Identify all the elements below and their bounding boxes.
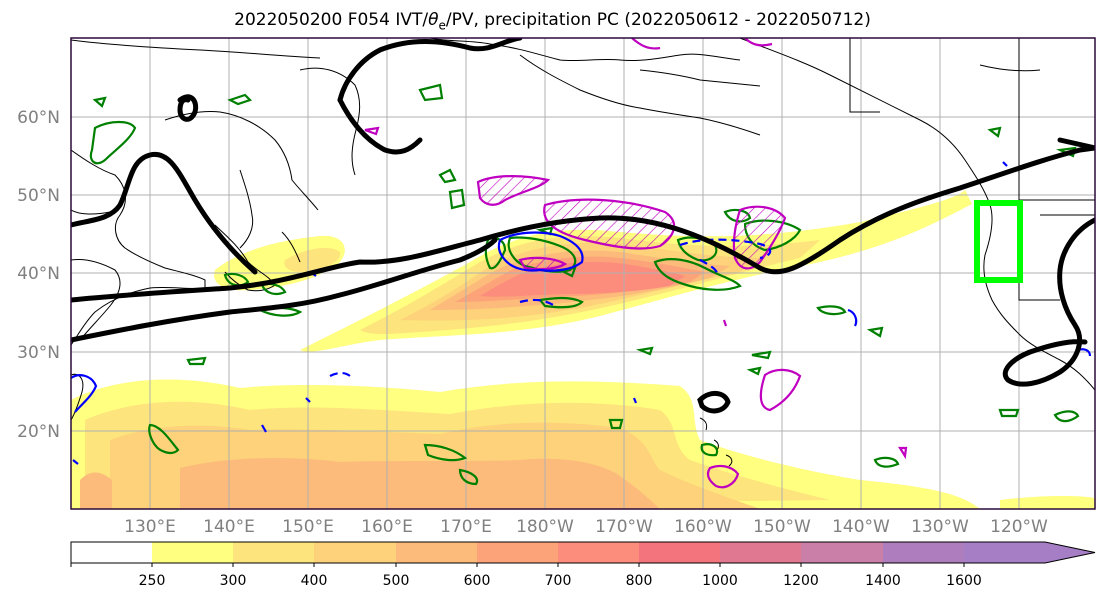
colorbar-tick-label: 1400 (865, 573, 901, 589)
lon-label: 140°E (203, 517, 255, 537)
colorbar-segment (314, 542, 396, 563)
jet-contours (71, 38, 1095, 414)
colorbar-tick-label: 800 (626, 573, 653, 589)
map-title: 2022050200 F054 IVT/θe/PV, precipitation… (234, 10, 871, 33)
lon-label: 150°E (282, 517, 334, 537)
colorbar-tick-label: 400 (301, 573, 328, 589)
lon-label: 170°E (440, 517, 492, 537)
colorbar-tick-label: 1600 (946, 573, 982, 589)
lat-label-40n: 40°N (17, 264, 60, 284)
colorbar-tick-label: 500 (383, 573, 410, 589)
colorbar-extension-arrow (964, 542, 1095, 563)
longitude-labels: 130°E 140°E 150°E 160°E 170°E 180°W 170°… (124, 517, 1048, 537)
pv-positive-contours (364, 38, 908, 489)
colorbar-segment (477, 542, 558, 563)
map-area (71, 38, 1095, 509)
lon-label: 120°W (990, 517, 1048, 537)
colorbar-tick-label: 1200 (783, 573, 819, 589)
lon-label: 160°W (674, 517, 732, 537)
colorbar-segment (233, 542, 314, 563)
colorbar-tick-label: 1000 (702, 573, 738, 589)
lon-label: 180°W (516, 517, 574, 537)
colorbar-segment (639, 542, 720, 563)
colorbar-segment (396, 542, 477, 563)
lon-label: 130°E (124, 517, 176, 537)
lon-label: 160°E (361, 517, 413, 537)
target-region-box (974, 200, 1023, 283)
colorbar-tick-label: 250 (139, 573, 166, 589)
colorbar-segment (152, 542, 233, 563)
colorbar-segment (883, 542, 964, 563)
map-frame (70, 37, 1096, 510)
latitude-labels: 60°N 50°N 40°N 30°N 20°N (17, 108, 60, 442)
colorbar: 250 300 400 500 600 700 800 1000 1200 14… (70, 541, 1096, 589)
colorbar-outline (70, 541, 1096, 564)
graticule (71, 38, 1095, 509)
lat-label-50n: 50°N (17, 186, 60, 206)
colorbar-segment (720, 542, 801, 563)
colorbar-segment (558, 542, 639, 563)
pv-negative-contours (71, 161, 1092, 465)
colorbar-tick-label: 600 (464, 573, 491, 589)
colorbar-tick-label: 300 (220, 573, 247, 589)
colorbar-tick-label: 700 (545, 573, 572, 589)
lat-label-20n: 20°N (17, 422, 60, 442)
lon-label: 150°W (753, 517, 811, 537)
lon-label: 130°W (911, 517, 969, 537)
colorbar-segment (71, 542, 152, 563)
lat-label-30n: 30°N (17, 343, 60, 363)
lon-label: 140°W (832, 517, 890, 537)
lon-label: 170°W (595, 517, 653, 537)
colorbar-segment (801, 542, 883, 563)
coastlines (71, 38, 1095, 467)
lat-label-60n: 60°N (17, 108, 60, 128)
